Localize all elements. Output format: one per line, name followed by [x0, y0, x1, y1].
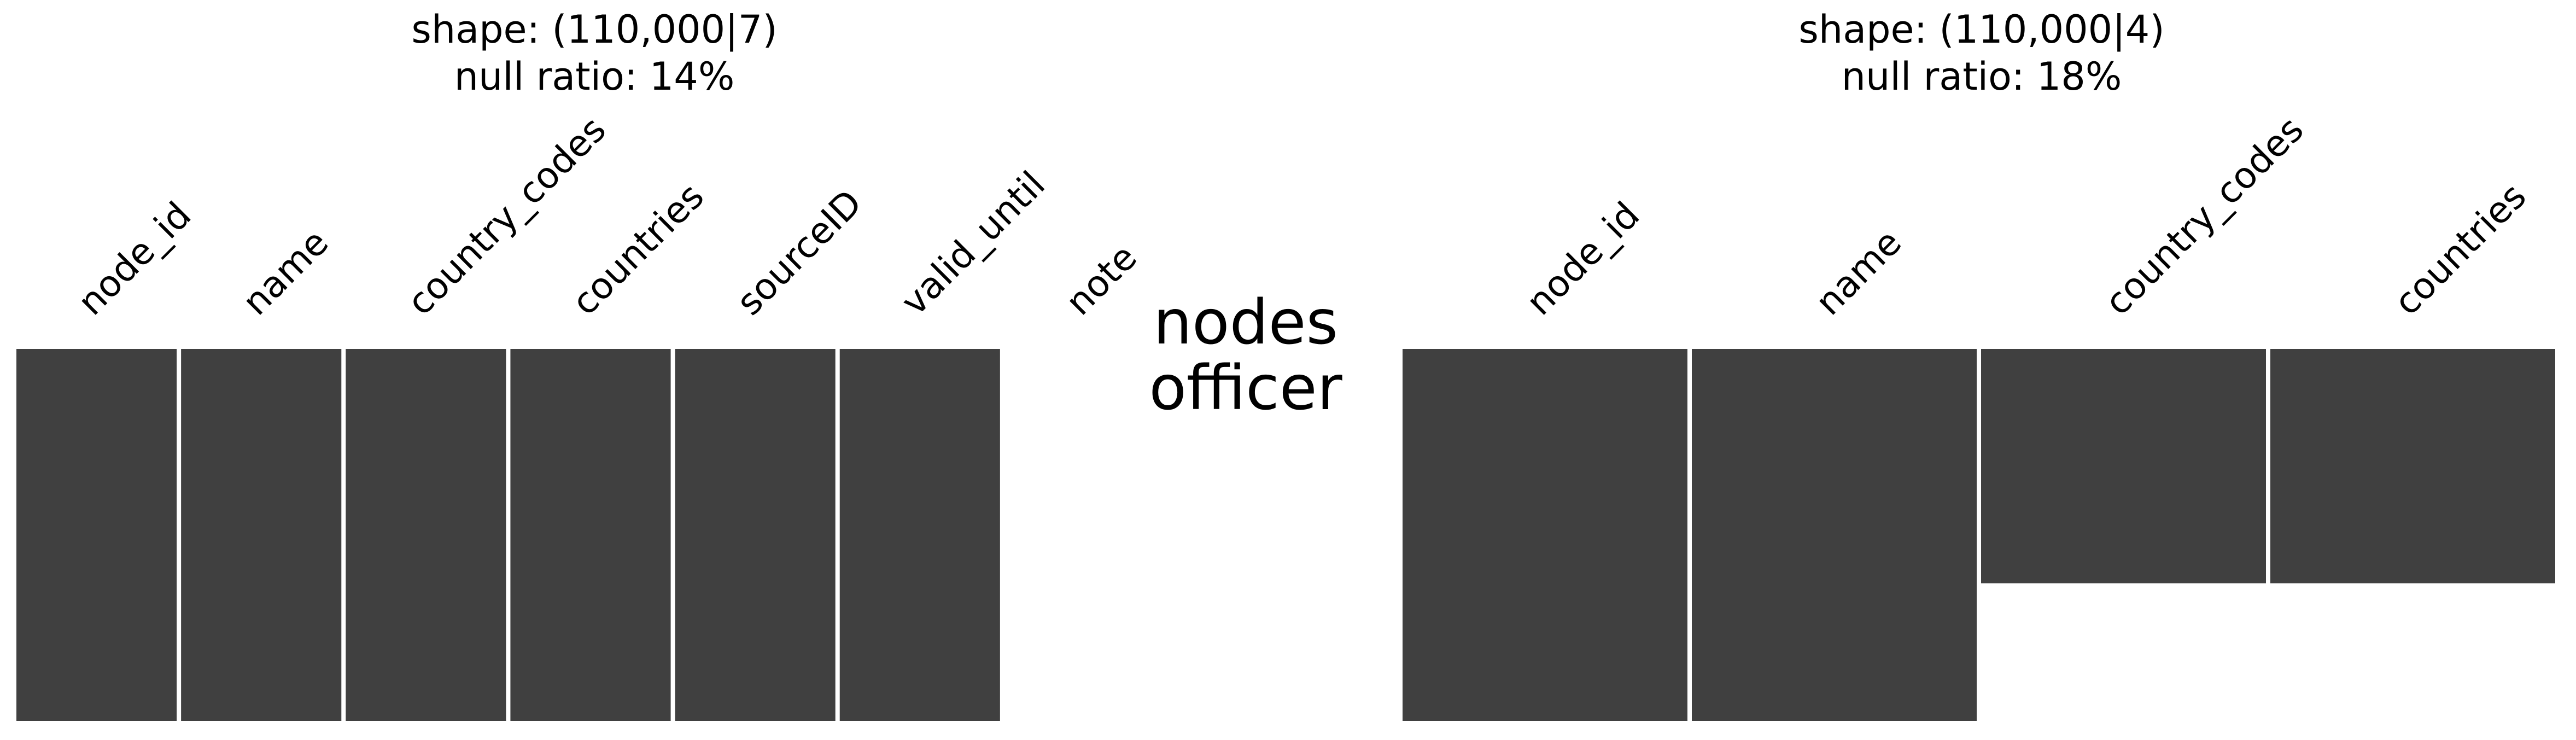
left-column-label-note: note	[1058, 236, 1145, 324]
right-panel: node_id name country_codes countries	[1403, 108, 2555, 721]
left-bar-node-id	[16, 349, 177, 721]
left-column-label-name: name	[235, 222, 337, 324]
right-title-line-2: null ratio: 18%	[1842, 54, 2122, 99]
left-title-line-1: shape: (110,000|7)	[411, 7, 777, 52]
right-bar-countries	[2270, 349, 2555, 584]
left-bar-countries	[510, 349, 671, 721]
left-column-label-countries: countries	[564, 175, 712, 323]
right-column-label-name: name	[1807, 222, 1909, 324]
left-bar-name	[181, 349, 342, 721]
right-title-line-1: shape: (110,000|4)	[1798, 7, 2164, 52]
right-bar-name	[1692, 349, 1977, 721]
left-column-label-node-id: node_id	[69, 194, 199, 323]
right-bar-node-id	[1403, 349, 1687, 721]
left-column-label-valid-until: valid_until	[893, 163, 1053, 323]
left-title-line-2: null ratio: 14%	[454, 54, 735, 99]
left-column-label-sourceID: sourceID	[728, 182, 870, 323]
left-bar-sourceID	[675, 349, 836, 721]
center-label-line-2: officer	[1149, 353, 1342, 424]
left-bar-valid-until	[839, 349, 1000, 721]
right-column-label-node-id: node_id	[1518, 194, 1648, 323]
right-column-label-country-codes: country_codes	[2096, 108, 2311, 323]
right-bar-country-codes	[1981, 349, 2266, 584]
left-bar-country-codes	[346, 349, 506, 721]
center-label-line-1: nodes	[1153, 287, 1338, 358]
right-column-label-countries: countries	[2386, 175, 2534, 323]
